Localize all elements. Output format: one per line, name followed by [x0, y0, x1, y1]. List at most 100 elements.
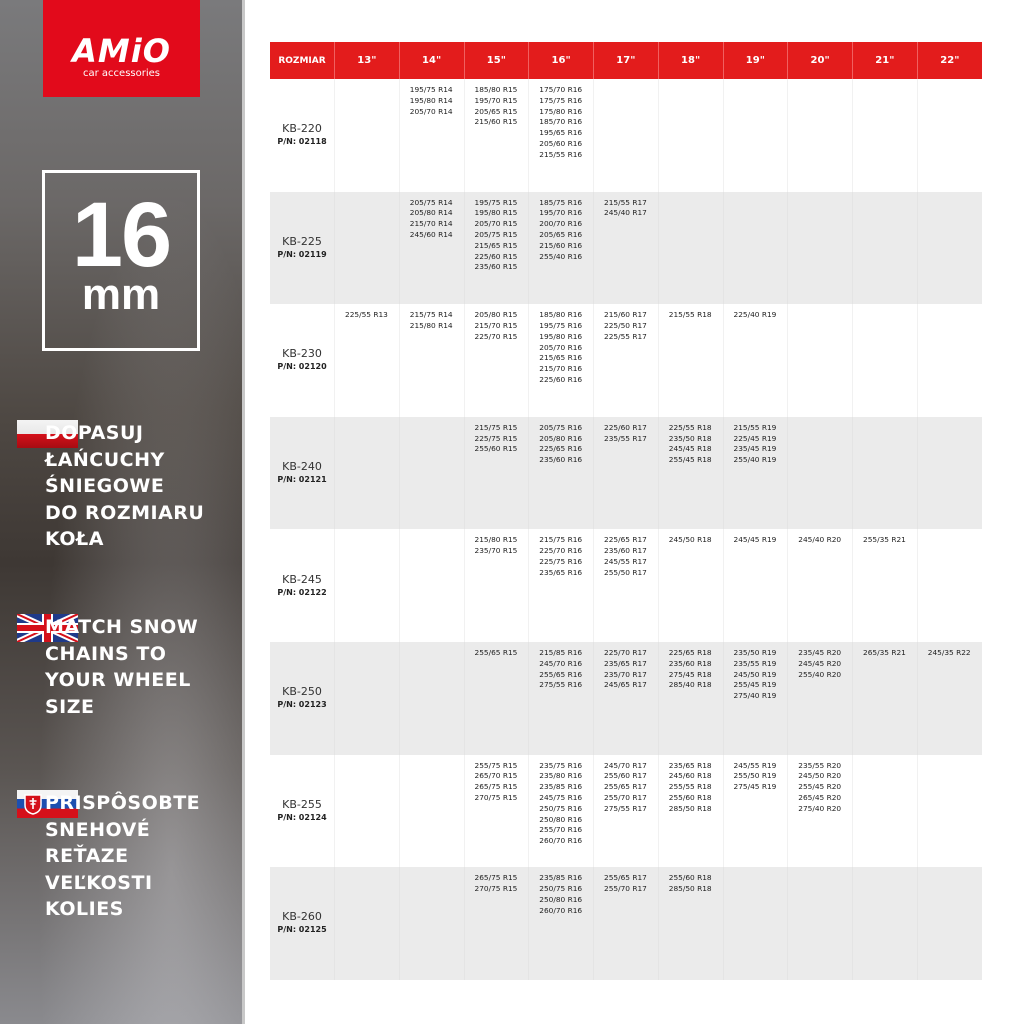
size-cell: [657, 191, 723, 305]
tire-size: 255/35 R21: [863, 535, 906, 545]
thickness-badge: 16 mm: [42, 170, 200, 351]
size-cell: [398, 754, 464, 868]
tire-size: 185/80 R16: [539, 310, 583, 320]
tire-size: 215/60 R15: [474, 117, 518, 127]
tire-size: 225/55 R13: [345, 310, 388, 320]
tire-size: 215/65 R15: [474, 240, 518, 250]
size-cell: [916, 529, 982, 642]
poland-flag-icon: [17, 420, 78, 448]
tire-size: 235/45 R19: [733, 444, 777, 454]
tire-size: 245/60 R14: [409, 229, 453, 239]
tire-size: 225/70 R15: [474, 331, 518, 341]
tire-size: 245/70 R16: [539, 658, 583, 668]
size-cell: 185/75 R16 195/70 R16 200/70 R16 205/65 R16…: [528, 191, 594, 305]
tire-size: 235/45 R20: [798, 647, 842, 657]
tire-size: 245/45 R18: [668, 444, 712, 454]
model-name: KB-260: [282, 910, 322, 924]
header-rim: 15": [463, 42, 529, 79]
size-cell: 225/55 R13: [334, 304, 400, 417]
tire-size: 255/50 R19: [733, 771, 777, 781]
size-cell: [334, 79, 400, 192]
tire-size: 185/80 R15: [474, 85, 518, 94]
tire-size: 285/40 R18: [668, 680, 712, 690]
tire-size: 285/50 R18: [668, 883, 712, 893]
tire-size: 215/70 R14: [409, 219, 453, 229]
size-cell: 225/40 R19: [722, 304, 788, 417]
tire-size: 255/70 R17: [604, 792, 647, 802]
thickness-unit: mm: [81, 270, 161, 319]
model-name: KB-225: [282, 234, 322, 248]
tire-size: 215/65 R16: [539, 353, 583, 363]
size-cell: [722, 867, 788, 980]
size-cell: 225/65 R18 235/60 R18 275/45 R18 285/40 R18: [657, 641, 723, 755]
size-cell: 245/50 R18: [657, 529, 723, 642]
tire-size: 235/85 R16: [539, 782, 583, 792]
tire-size: 265/35 R21: [863, 647, 906, 657]
size-cell: 195/75 R14 195/80 R14 205/70 R14: [398, 79, 464, 192]
tire-size: 245/45 R20: [798, 658, 842, 668]
size-cell: 245/55 R19 255/50 R19 275/45 R19: [722, 754, 788, 868]
tire-size: 250/80 R16: [539, 814, 583, 824]
tire-size: 245/40 R20: [798, 535, 842, 545]
tire-size: 255/65 R16: [539, 669, 583, 679]
size-cell: 225/65 R17 235/60 R17 245/55 R17 255/50 R17: [593, 529, 659, 642]
size-cell: [787, 304, 853, 417]
tire-size: 205/75 R16: [539, 422, 583, 432]
model-cell: KB-255 P/N: 02124: [270, 755, 335, 868]
size-cell: 195/75 R15 195/80 R15 205/70 R15 205/75 R15…: [463, 191, 529, 305]
tire-size: 255/65 R17: [604, 873, 647, 883]
size-cell: [334, 416, 400, 530]
tire-size: 235/65 R16: [539, 567, 583, 577]
tire-size: 255/60 R15: [474, 444, 518, 454]
size-cell: [593, 79, 659, 192]
tire-size: 250/75 R16: [539, 803, 583, 813]
tire-size: 185/70 R16: [539, 117, 583, 127]
tire-size: 250/80 R16: [539, 894, 583, 904]
size-cell: 255/65 R17 255/70 R17: [593, 867, 659, 980]
tire-size: 205/65 R16: [539, 229, 583, 239]
model-cell: KB-250 P/N: 02123: [270, 641, 335, 755]
size-cell: 215/75 R14 215/80 R14: [398, 304, 464, 417]
size-cell: [787, 416, 853, 530]
tire-size: 215/80 R14: [409, 320, 453, 330]
tire-size: 225/75 R16: [539, 556, 583, 566]
size-cell: 205/80 R15 215/70 R15 225/70 R15: [463, 304, 529, 417]
tire-size: 255/60 R17: [604, 771, 647, 781]
tire-size: 265/45 R20: [798, 792, 842, 802]
tire-size: 235/65 R17: [604, 658, 647, 668]
tire-size: 235/60 R16: [539, 455, 583, 465]
size-cell: [334, 191, 400, 305]
tire-size: 235/50 R18: [668, 433, 712, 443]
part-number: P/N: 02121: [277, 475, 327, 485]
table-row: KB-245 P/N: 02122 215/80 R15 235/70 R15 215/…: [270, 529, 982, 642]
model-cell: KB-230 P/N: 02120: [270, 304, 335, 417]
tire-size: 235/70 R15: [474, 546, 518, 556]
tire-size: 235/70 R17: [604, 669, 647, 679]
model-cell: KB-225 P/N: 02119: [270, 191, 335, 305]
tire-size: 260/70 R16: [539, 836, 583, 846]
tire-size: 205/80 R15: [474, 310, 518, 320]
size-table: ROZMIAR 13" 14" 15" 16" 17" 18" 19" 20" 21" 22" KB…: [270, 42, 982, 980]
size-cell: [787, 79, 853, 192]
size-cell: 225/55 R18 235/50 R18 245/45 R18 255/45 R18: [657, 416, 723, 530]
tire-size: 255/70 R17: [604, 883, 647, 893]
table-row: KB-260 P/N: 02125 265/75 R15 270/75 R15 235/…: [270, 867, 982, 980]
tire-size: 215/55 R17: [604, 197, 647, 207]
tire-size: 225/40 R19: [733, 310, 777, 320]
size-cell: 245/35 R22: [916, 641, 982, 755]
size-cell: [852, 867, 918, 980]
size-cell: [334, 754, 400, 868]
claim-text: DOPASUJ ŁAŃCUCHY ŚNIEGOWE DO ROZMIARU KO…: [45, 422, 205, 550]
size-cell: 215/55 R18: [657, 304, 723, 417]
tire-size: 205/75 R15: [474, 229, 518, 239]
size-cell: 205/75 R16 205/80 R16 225/65 R16 235/60 R16: [528, 416, 594, 530]
tire-size: 225/60 R16: [539, 374, 583, 384]
side-panel-photo: AMiO car accessories 16 mm DOPASUJ ŁAŃCU…: [0, 0, 245, 1024]
size-cell: [916, 867, 982, 980]
claim-text: PRISPÔSOBTE SNEHOVÉ REŤAZE VEĽKOSTI KOLI…: [45, 792, 201, 920]
size-cell: [334, 641, 400, 755]
tire-size: 205/80 R14: [409, 208, 453, 218]
tire-size: 215/55 R18: [668, 310, 712, 320]
table-row: KB-230 P/N: 02120 225/55 R13 215/75 R14 215/…: [270, 304, 982, 417]
size-cell: 255/60 R18 285/50 R18: [657, 867, 723, 980]
